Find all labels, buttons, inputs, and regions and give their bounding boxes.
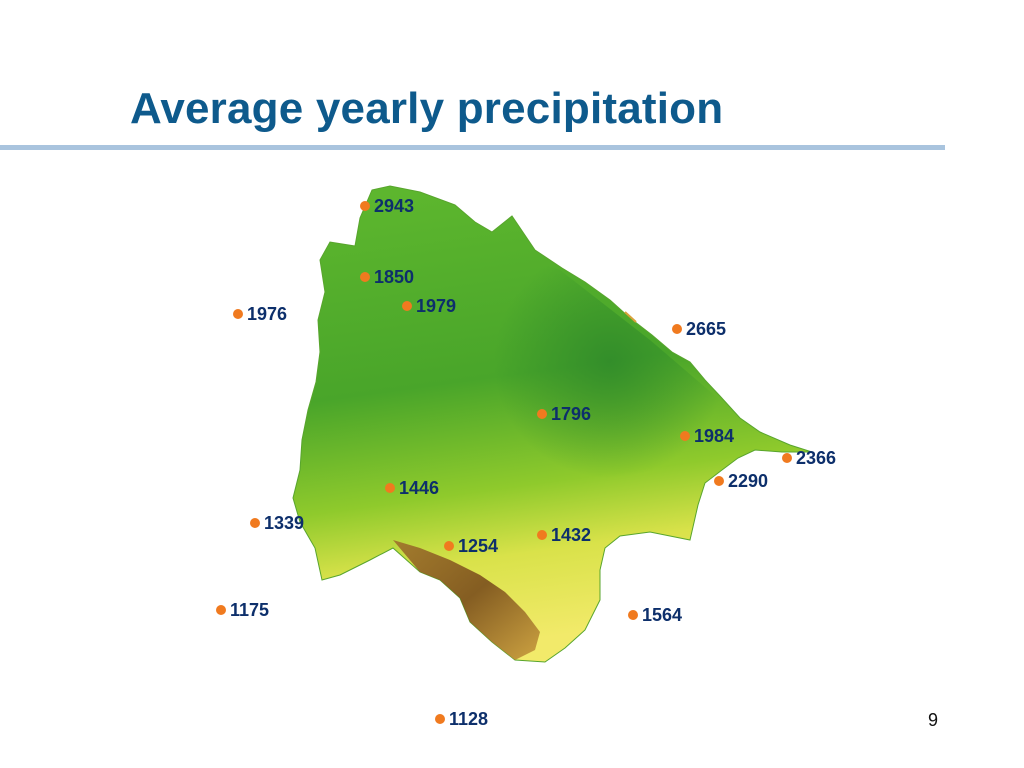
station-value-label: 1564 [642,604,683,625]
title-divider [0,145,945,150]
station-dot [233,309,243,319]
station-value-label: 1850 [374,266,415,287]
station-value-label: 1796 [551,403,592,424]
station-marker: 1796 [537,402,591,426]
station-dot [714,476,724,486]
station-dot [385,483,395,493]
station-value-label: 1128 [449,708,489,729]
station-marker: 1446 [385,476,439,500]
station-value-label: 2366 [796,447,837,468]
station-marker: 1984 [680,424,734,448]
station-value-label: 2943 [374,195,415,216]
station-value-label: 1339 [264,512,305,533]
station-dot [672,324,682,334]
station-marker: 2290 [714,469,768,493]
forest-shading [430,240,720,530]
station-value-label: 1976 [247,303,288,324]
station-dot [537,530,547,540]
station-dot [435,714,445,724]
station-dot [360,272,370,282]
page-number: 9 [928,710,939,730]
station-marker: 1254 [444,534,498,558]
station-marker: 1850 [360,265,414,289]
station-value-label: 1175 [230,599,270,620]
station-value-label: 1984 [694,425,735,446]
station-dot [444,541,454,551]
station-dot [680,431,690,441]
station-value-label: 1254 [458,535,499,556]
station-value-label: 2290 [728,470,769,491]
station-marker: 2366 [782,446,836,470]
station-dot [782,453,792,463]
station-marker: 1175 [216,598,269,622]
station-dot [250,518,260,528]
station-value-label: 1979 [416,295,457,316]
river-channel [624,311,637,323]
station-marker: 1979 [402,294,456,318]
mountain-ridge [393,540,540,660]
station-marker: 2943 [360,194,414,218]
slide-title: Average yearly precipitation [130,84,724,133]
station-value-label: 1432 [551,524,592,545]
station-value-label: 2665 [686,318,727,339]
station-dot [216,605,226,615]
station-marker: 2665 [672,317,726,341]
station-marker: 1128 [435,707,488,731]
station-dot [628,610,638,620]
station-marker: 1564 [628,603,682,627]
station-marker: 1339 [250,511,304,535]
station-marker: 1432 [537,523,591,547]
station-value-label: 1446 [399,477,440,498]
station-dot [360,201,370,211]
station-marker: 1976 [233,302,287,326]
station-dot [537,409,547,419]
station-dot [402,301,412,311]
